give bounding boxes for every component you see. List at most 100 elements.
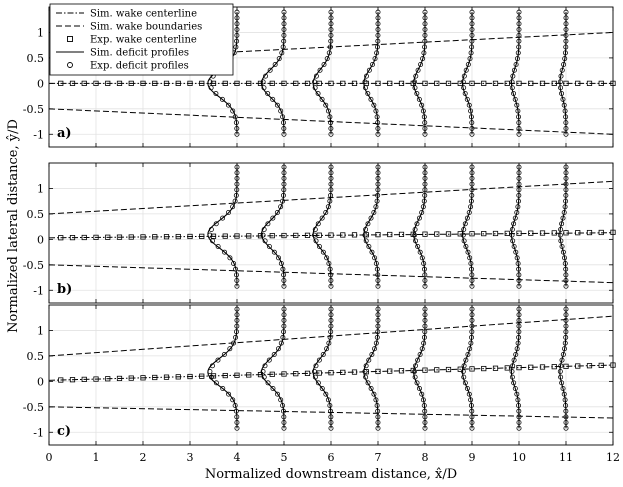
exp-deficit-marker [328, 187, 334, 193]
exp-deficit-marker [516, 329, 522, 335]
exp-deficit-marker [220, 386, 226, 391]
exp-deficit-marker [557, 232, 563, 238]
exp-centerline-marker [504, 230, 510, 236]
exp-deficit-marker [417, 249, 423, 255]
exp-deficit-marker [316, 244, 322, 249]
exp-deficit-marker [420, 204, 426, 210]
exp-deficit-marker [267, 67, 273, 73]
exp-centerline-marker [69, 235, 76, 241]
exp-deficit-marker [419, 209, 425, 215]
exp-deficit-marker [418, 61, 424, 67]
exp-deficit-marker [563, 120, 569, 126]
exp-deficit-marker [422, 192, 428, 198]
exp-deficit-marker [260, 232, 266, 238]
sim-deficit-profile [312, 12, 332, 135]
exp-centerline-marker [481, 80, 487, 86]
exp-deficit-marker [232, 114, 238, 120]
exp-deficit-marker [563, 312, 569, 318]
exp-deficit-marker [421, 334, 427, 340]
exp-centerline-marker [152, 80, 158, 86]
exp-centerline-marker [199, 80, 205, 86]
exp-deficit-marker [563, 44, 569, 50]
exp-deficit-marker [515, 50, 521, 56]
exp-centerline-marker [246, 80, 252, 86]
exp-deficit-marker [468, 397, 474, 403]
exp-centerline-marker [58, 235, 64, 241]
exp-deficit-marker [234, 317, 240, 323]
exp-deficit-marker [278, 261, 284, 266]
exp-deficit-marker [415, 357, 421, 363]
exp-deficit-marker [326, 261, 332, 266]
exp-deficit-marker [274, 102, 280, 108]
exp-deficit-marker [373, 340, 379, 346]
exp-centerline-marker [140, 375, 146, 381]
exp-deficit-marker [260, 368, 266, 374]
exp-deficit-marker [469, 278, 475, 284]
exp-deficit-marker [516, 266, 522, 272]
exp-deficit-marker [422, 329, 428, 335]
exp-deficit-marker [563, 414, 569, 420]
exp-deficit-marker [281, 425, 287, 431]
exp-deficit-marker [412, 368, 417, 374]
exp-centerline-marker [269, 371, 275, 377]
exp-deficit-marker [234, 170, 240, 176]
exp-deficit-marker [274, 209, 280, 215]
exp-deficit-marker [328, 414, 334, 420]
exp-deficit-marker [281, 181, 287, 187]
exp-deficit-marker [469, 32, 475, 38]
exp-deficit-marker [279, 50, 285, 56]
exp-deficit-marker [560, 249, 566, 255]
exp-deficit-marker [469, 38, 475, 44]
exp-deficit-marker [375, 175, 381, 181]
exp-deficit-marker [234, 38, 240, 44]
exp-deficit-marker [328, 312, 334, 318]
exp-deficit-marker [468, 261, 474, 266]
exp-deficit-marker [416, 215, 422, 221]
x-tick-label: 11 [559, 451, 573, 464]
exp-deficit-marker [469, 329, 475, 335]
exp-centerline-marker [281, 371, 287, 377]
exp-deficit-marker [375, 187, 381, 193]
exp-deficit-marker [516, 187, 522, 193]
exp-deficit-marker [363, 226, 369, 232]
exp-centerline-marker [539, 230, 546, 236]
exp-deficit-marker [516, 425, 522, 431]
exp-centerline-marker [116, 234, 123, 240]
exp-deficit-marker [514, 346, 520, 352]
exp-deficit-marker [557, 79, 563, 85]
exp-deficit-marker [562, 204, 568, 210]
exp-deficit-marker [412, 85, 418, 91]
exp-deficit-marker [315, 91, 321, 97]
exp-deficit-marker [563, 21, 569, 27]
exp-deficit-marker [281, 15, 287, 21]
exp-deficit-marker [514, 102, 520, 108]
exp-deficit-marker [461, 374, 467, 380]
exp-deficit-marker [375, 27, 381, 33]
exp-deficit-marker [375, 329, 381, 335]
exp-centerline-marker [528, 230, 534, 236]
panel-label: b) [57, 282, 72, 297]
x-tick-label: 2 [140, 451, 147, 464]
exp-deficit-marker [516, 278, 522, 284]
exp-deficit-marker [368, 386, 374, 391]
exp-deficit-marker [466, 391, 472, 397]
exp-deficit-marker [414, 380, 420, 386]
exp-deficit-marker [371, 102, 377, 108]
exp-deficit-marker [234, 425, 240, 431]
sim-deficit-profile [207, 309, 238, 429]
exp-deficit-marker [516, 192, 522, 198]
y-tick-label: 1 [37, 26, 44, 39]
exp-deficit-marker [323, 102, 329, 108]
exp-centerline-marker [281, 80, 287, 86]
legend-label: Sim. wake centerline [90, 9, 197, 20]
exp-deficit-marker [516, 27, 522, 33]
exp-deficit-marker [227, 255, 233, 261]
exp-deficit-marker [516, 38, 522, 44]
exp-centerline-marker [246, 372, 252, 378]
exp-deficit-marker [515, 397, 521, 403]
exp-centerline-marker [105, 80, 111, 86]
exp-deficit-marker [221, 351, 227, 357]
exp-centerline-marker [152, 374, 158, 381]
exp-deficit-marker [422, 312, 428, 318]
exp-deficit-marker [328, 283, 334, 289]
